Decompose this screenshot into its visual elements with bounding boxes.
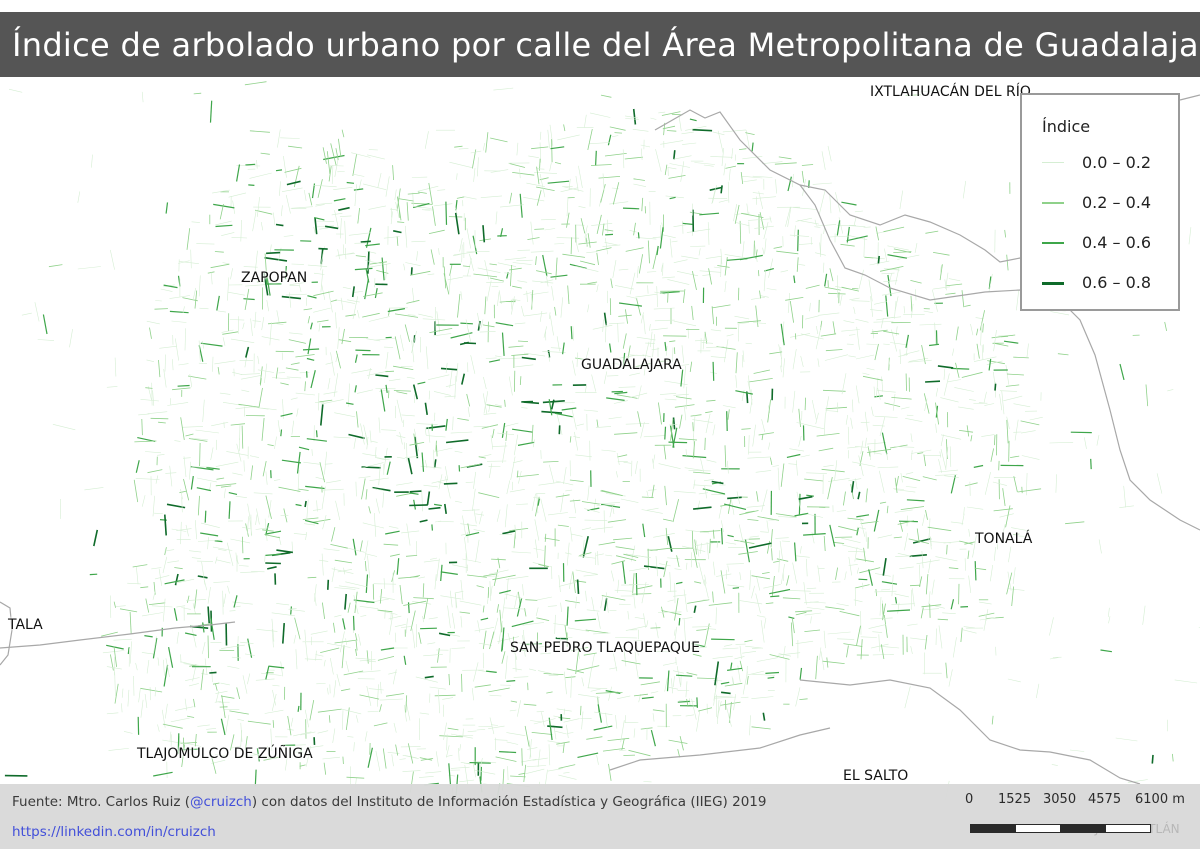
author-url-link[interactable]: https://linkedin.com/in/cruizch	[12, 824, 216, 840]
legend-label: 0.0 – 0.2	[1082, 153, 1152, 172]
legend: Índice 0.0 – 0.2 0.2 – 0.4 0.4 – 0.6 0.6…	[1020, 93, 1180, 311]
scale-segment	[1060, 824, 1106, 833]
place-label-el-salto: EL SALTO	[843, 768, 909, 784]
credit-suffix: ) con datos del Instituto de Información…	[251, 794, 767, 810]
place-label-tala: TALA	[8, 617, 43, 633]
title-bar: Índice de arbolado urbano por calle del …	[0, 12, 1200, 77]
map-title: Índice de arbolado urbano por calle del …	[12, 26, 1200, 64]
scale-tick-label: 1525	[998, 792, 1032, 807]
scale-tick-label: 3050	[1043, 792, 1077, 807]
legend-item: 0.0 – 0.2	[1038, 153, 1178, 173]
legend-label: 0.2 – 0.4	[1082, 193, 1152, 212]
credit-prefix: Fuente: Mtro. Carlos Ruiz (	[12, 794, 190, 810]
place-label-tonala: TONALÁ	[975, 531, 1033, 547]
place-label-tlajomulco: TLAJOMULCO DE ZÚÑIGA	[137, 746, 313, 762]
boundary-tala	[0, 621, 236, 649]
scale-segment	[1105, 824, 1151, 833]
scale-segment	[1015, 824, 1061, 833]
boundary-ixtlahuacan	[654, 109, 1081, 271]
place-label-guadalajara: GUADALAJARA	[581, 357, 682, 373]
boundary-el-salto	[799, 679, 1141, 785]
place-label-ixtlahuacan: IXTLAHUACÁN DEL RÍO	[870, 84, 1031, 100]
legend-item: 0.2 – 0.4	[1038, 193, 1178, 213]
legend-title: Índice	[1042, 117, 1091, 136]
legend-item: 0.6 – 0.8	[1038, 273, 1178, 293]
scale-tick-label: 0	[965, 792, 974, 807]
place-label-tlaquepaque: SAN PEDRO TLAQUEPAQUE	[510, 640, 701, 656]
credit-handle-link[interactable]: @cruizch	[190, 794, 252, 810]
boundary-tala-north	[0, 601, 13, 666]
boundary-east	[1179, 94, 1200, 101]
boundary-south	[609, 727, 831, 771]
legend-swatch	[1042, 162, 1064, 163]
legend-swatch	[1042, 242, 1064, 244]
legend-label: 0.6 – 0.8	[1082, 273, 1152, 292]
scale-tick-label: 6100 m	[1135, 792, 1185, 807]
scale-tick-label: 4575	[1088, 792, 1122, 807]
source-credit: Fuente: Mtro. Carlos Ruiz (@cruizch) con…	[12, 794, 766, 810]
legend-swatch	[1042, 282, 1064, 285]
place-label-zapopan: ZAPOPAN	[241, 270, 308, 286]
scale-bar: 0 1525 3050 4575 6100 m	[965, 792, 1190, 842]
footer-panel: Fuente: Mtro. Carlos Ruiz (@cruizch) con…	[0, 784, 1200, 849]
legend-item: 0.4 – 0.6	[1038, 233, 1178, 253]
scale-segment	[970, 824, 1016, 833]
legend-swatch	[1042, 202, 1064, 204]
legend-label: 0.4 – 0.6	[1082, 233, 1152, 252]
